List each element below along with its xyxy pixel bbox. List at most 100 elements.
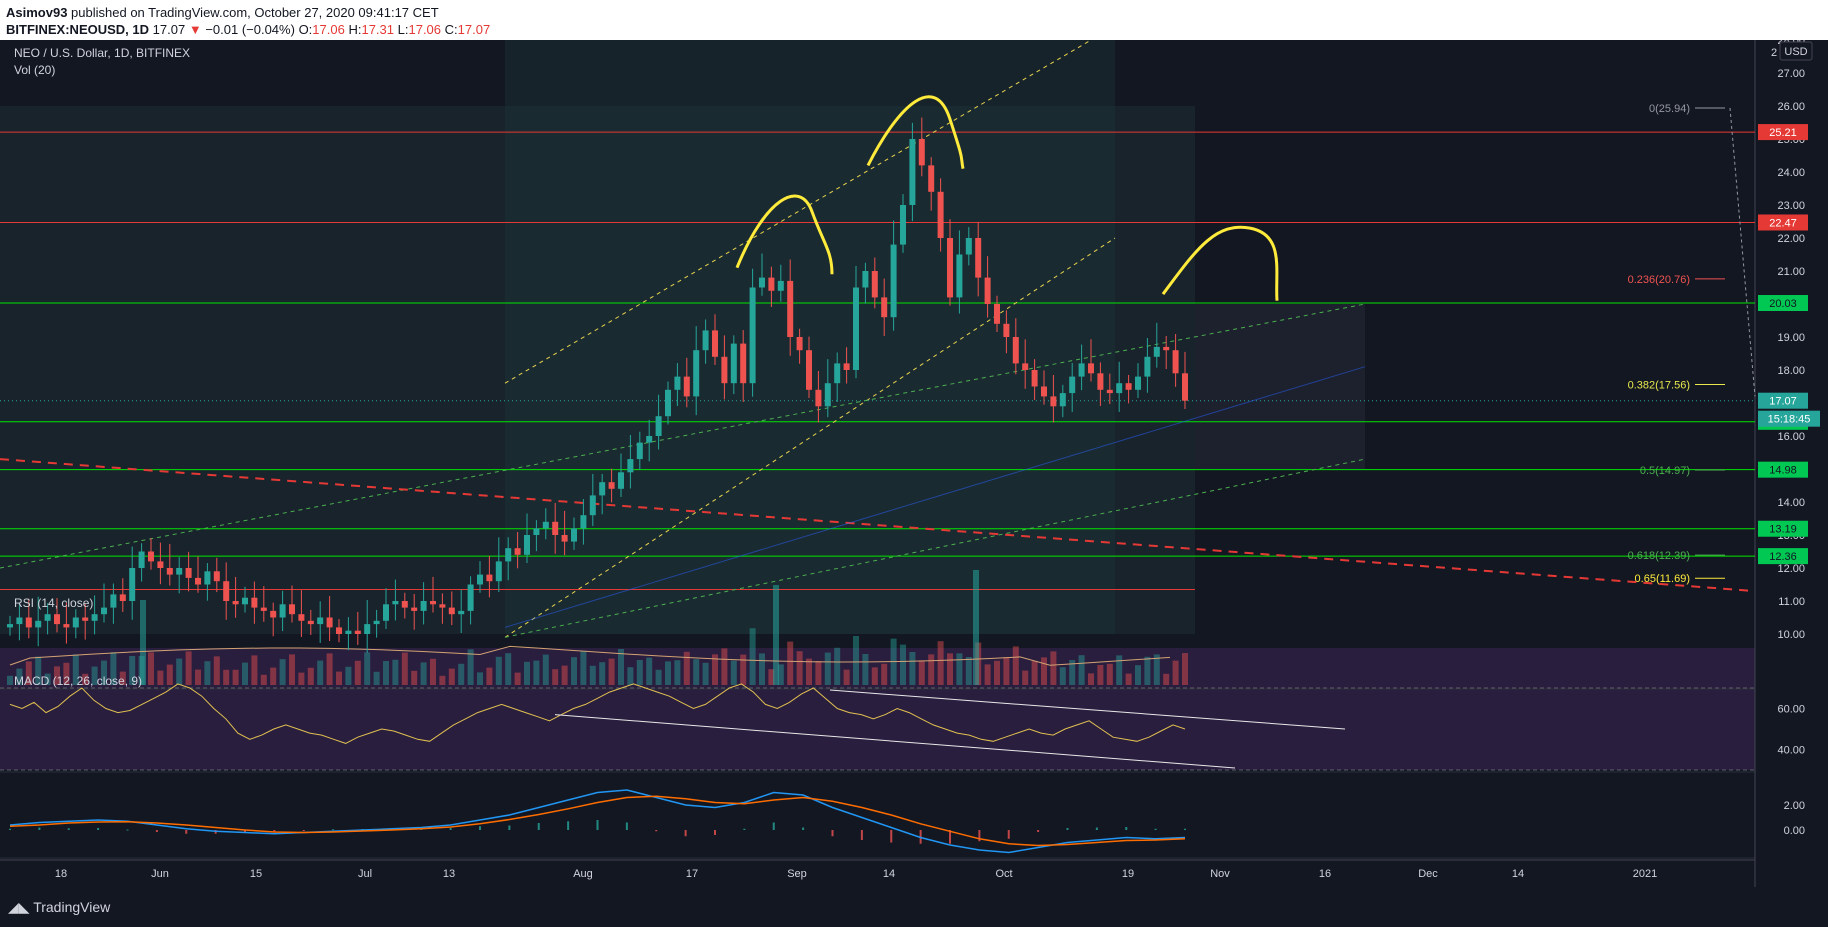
candle-body [843, 363, 850, 370]
candle-body [589, 495, 596, 516]
volume-bar [787, 641, 794, 685]
candle-body [674, 376, 681, 390]
volume-bar [608, 658, 615, 685]
volume-bar [777, 664, 784, 685]
candle-body [1088, 363, 1094, 374]
low-value: 17.06 [408, 22, 442, 37]
chart-canvas[interactable]: 0(25.94) 0.236(20.76) 0.382(17.56) 0.5(14.9… [0, 29, 1828, 887]
fib-label-0: 0(25.94) [1649, 103, 1690, 115]
time-tick-label: Nov [1210, 868, 1230, 880]
volume-bar [542, 654, 549, 685]
volume-bar [552, 669, 559, 685]
volume-bar [815, 661, 822, 685]
volume-spike-0 [140, 600, 146, 685]
low-label: L: [397, 22, 409, 37]
volume-bar [862, 654, 869, 685]
volume-bar [110, 652, 117, 685]
author-name[interactable]: Asimov93 [6, 5, 68, 20]
publish-line: Asimov93 published on TradingView.com, O… [6, 5, 439, 20]
currency-box[interactable] [1779, 41, 1813, 61]
macd-histogram-bar [1184, 828, 1186, 830]
level-tag-text-4: 14.98 [1769, 465, 1797, 477]
macd-histogram-bar [1007, 830, 1010, 839]
candle-body [467, 584, 474, 611]
volume-bar [354, 660, 361, 685]
candle-body [166, 568, 173, 575]
volume-bar [1022, 670, 1029, 685]
candle-body [862, 271, 869, 288]
volume-bar [561, 665, 568, 685]
currency-label[interactable]: USD [1784, 46, 1807, 58]
candle-body [1097, 373, 1104, 390]
volume-bar [72, 654, 79, 685]
volume-bar [54, 666, 60, 685]
price-change: −0.01 (−0.04%) [205, 22, 295, 37]
candle-body [796, 337, 803, 351]
volume-bar [411, 670, 418, 685]
candle-body [947, 238, 953, 298]
candle-body [1003, 323, 1010, 337]
volume-bar [580, 651, 587, 685]
volume-bar [683, 651, 690, 685]
volume-bar [1041, 657, 1047, 685]
volume-spike-1 [773, 585, 779, 685]
macd-histogram-bar [449, 828, 452, 830]
time-tick-label: 14 [1512, 868, 1524, 880]
fib-label-2: 0.382(17.56) [1628, 380, 1690, 392]
volume-bar [16, 668, 23, 685]
volume-bar [279, 659, 286, 685]
volume-bar [345, 666, 352, 685]
chart-footer: ◢◣ TradingView [0, 887, 1828, 927]
price-tick-label: 24.00 [1777, 167, 1805, 179]
macd-histogram-bar [332, 829, 335, 831]
volume-bar [270, 667, 277, 685]
candle-body [900, 205, 906, 245]
level-tag-text-6: 12.36 [1769, 551, 1797, 563]
tradingview-logo[interactable]: ◢◣ TradingView [8, 899, 110, 916]
candle-body [1116, 383, 1123, 394]
chart-area[interactable]: 0(25.94) 0.236(20.76) 0.382(17.56) 0.5(14.9… [0, 29, 1828, 887]
volume-bar [721, 648, 728, 685]
volume-bar [1078, 655, 1085, 685]
volume-bar [1153, 654, 1160, 685]
macd-histogram-bar [1154, 828, 1157, 830]
candle-body [965, 238, 972, 255]
volume-bar [223, 669, 230, 685]
candle-body [890, 244, 897, 318]
candle-body [1135, 376, 1141, 390]
volume-bar [373, 671, 380, 685]
macd-histogram-bar [244, 830, 246, 833]
candle-body [514, 548, 521, 555]
volume-bar [401, 652, 408, 685]
macd-histogram-bar [302, 830, 305, 831]
volume-bar [947, 653, 953, 685]
candle-body [16, 617, 23, 625]
volume-bar [984, 664, 991, 685]
volume-bar [834, 647, 841, 685]
candle-body [956, 254, 963, 298]
volume-bar [148, 652, 154, 685]
candle-body [853, 287, 859, 370]
volume-bar [1163, 673, 1170, 685]
head-annotation [866, 95, 965, 169]
candle-body [777, 280, 784, 291]
channel-tint-2 [505, 30, 1115, 635]
macd-histogram-bar [978, 830, 981, 842]
publish-info: published on TradingView.com, October 27… [71, 5, 439, 20]
close-label: C: [444, 22, 458, 37]
price-tick-label: 23.00 [1777, 200, 1805, 212]
rsi-upper-trendline [829, 689, 1346, 730]
candle-body [439, 604, 446, 608]
level-tag-6 [1758, 548, 1808, 565]
candle-body [627, 459, 634, 473]
candle-body [448, 607, 455, 615]
volume-bar [599, 662, 606, 685]
candle-body [1059, 393, 1066, 407]
chart-header: Asimov93 published on TradingView.com, O… [0, 0, 1828, 40]
volume-bar [1125, 673, 1132, 685]
rsi-lower-trendline [554, 714, 1236, 769]
time-tick-label: Oct [995, 868, 1012, 880]
volume-bar [44, 673, 51, 685]
candle-body [420, 601, 427, 611]
price-tick-label: 12.00 [1777, 563, 1805, 575]
